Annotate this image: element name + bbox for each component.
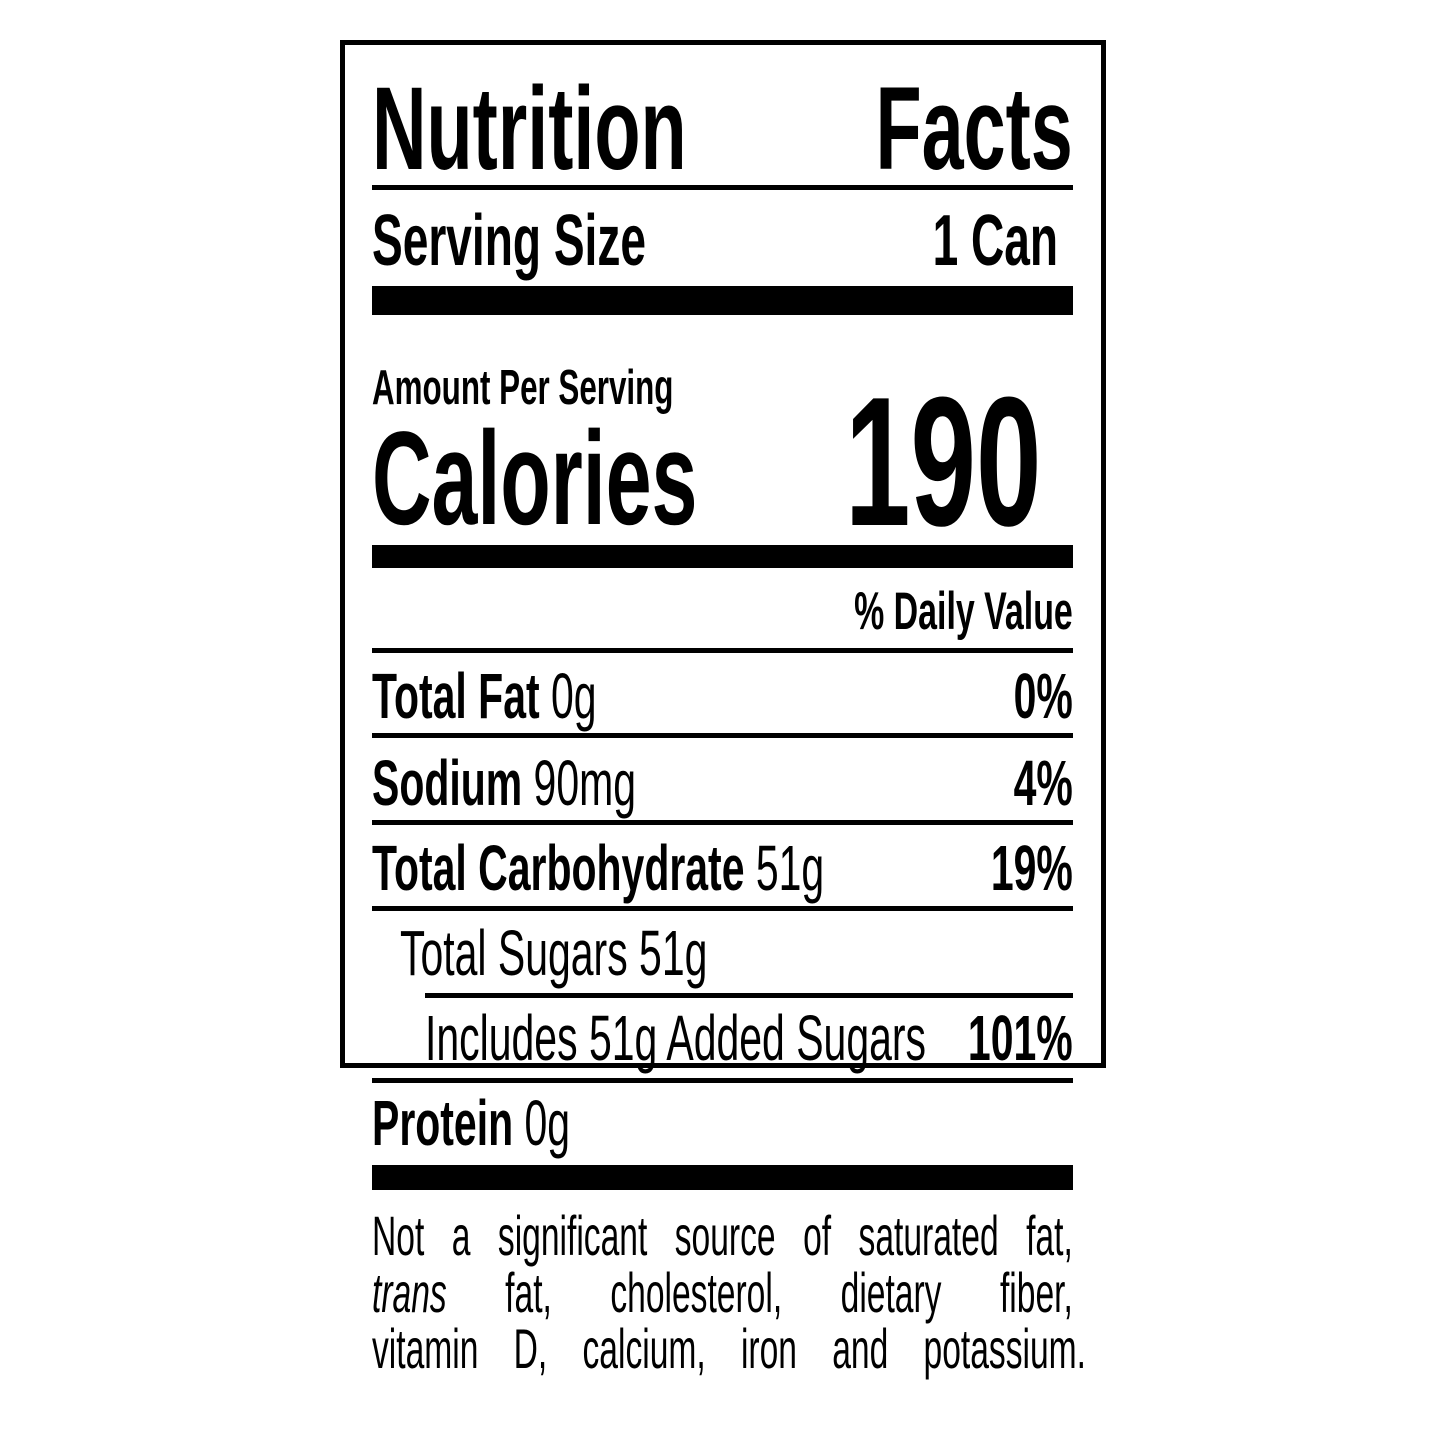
divider bbox=[372, 648, 1073, 653]
nutrient-row-sodium: Sodium 90mg 4% bbox=[372, 751, 1073, 815]
footnote-italic-trans: trans bbox=[372, 1261, 447, 1324]
nutrient-dv: 19% bbox=[990, 832, 1073, 904]
nutrient-amount: 90mg bbox=[533, 747, 637, 819]
nutrient-amount: 0g bbox=[524, 1087, 571, 1159]
footnote-text: fat, cholesterol, dietary fiber, bbox=[446, 1261, 1073, 1324]
nutrient-name: Total Fat bbox=[372, 660, 540, 732]
footnote-text: vitamin D, calcium, iron and potassium. bbox=[372, 1317, 1086, 1380]
thick-divider bbox=[372, 1165, 1073, 1190]
divider bbox=[425, 993, 1073, 998]
divider bbox=[372, 185, 1073, 190]
nutrient-dv: 101% bbox=[967, 1002, 1073, 1074]
medium-divider bbox=[372, 545, 1073, 568]
divider bbox=[372, 820, 1073, 825]
serving-size-value: 1 Can bbox=[932, 201, 1059, 281]
daily-value-header-row: % Daily Value bbox=[372, 585, 1073, 638]
amount-per-serving-text: Amount Per Serving bbox=[372, 361, 674, 415]
footnote-line-3: vitamin D, calcium, iron and potassium. bbox=[372, 1321, 1086, 1377]
serving-size-row: Serving Size 1 Can bbox=[372, 205, 1058, 277]
nutrient-row-total-sugars: Total Sugars 51g bbox=[400, 921, 1073, 985]
calories-value: 190 bbox=[845, 358, 1042, 564]
serving-size-label: Serving Size bbox=[372, 201, 647, 281]
nutrient-row-total-carbohydrate: Total Carbohydrate 51g 19% bbox=[372, 836, 1073, 900]
nutrient-name: Includes 51g Added Sugars bbox=[425, 1002, 926, 1074]
nutrient-row-added-sugars: Includes 51g Added Sugars 101% bbox=[425, 1006, 1073, 1070]
footnote-line-2: trans fat, cholesterol, dietary fiber, bbox=[372, 1265, 1073, 1321]
amount-per-serving: Amount Per Serving bbox=[372, 364, 1012, 413]
calories-value-row: 190 bbox=[845, 369, 1075, 553]
nutrient-row-protein: Protein 0g bbox=[372, 1091, 1073, 1155]
nutrient-dv: 0% bbox=[1013, 660, 1073, 732]
calories-label-row: Calories bbox=[372, 413, 930, 546]
thick-divider bbox=[372, 286, 1073, 315]
divider bbox=[372, 1078, 1073, 1083]
divider bbox=[372, 906, 1073, 911]
divider bbox=[372, 733, 1073, 738]
nutrient-amount: 51g bbox=[755, 832, 825, 904]
title-word-nutrition: Nutrition bbox=[372, 63, 687, 195]
nutrient-dv: 4% bbox=[1013, 747, 1073, 819]
label-title: Nutrition Facts bbox=[372, 70, 1073, 188]
footnote-text: Not a significant source of saturated fa… bbox=[372, 1204, 1073, 1267]
nutrient-amount: 0g bbox=[551, 660, 597, 732]
nutrient-name: Total Carbohydrate bbox=[372, 832, 745, 904]
footnote-line-1: Not a significant source of saturated fa… bbox=[372, 1208, 1073, 1264]
nutrient-name: Protein bbox=[372, 1087, 514, 1159]
title-word-facts: Facts bbox=[875, 63, 1073, 195]
label-border bbox=[340, 40, 1106, 1068]
nutrient-name: Sodium bbox=[372, 747, 523, 819]
daily-value-header: % Daily Value bbox=[854, 582, 1073, 641]
calories-label: Calories bbox=[372, 405, 698, 553]
nutrient-row-total-fat: Total Fat 0g 0% bbox=[372, 664, 1073, 728]
nutrient-name: Total Sugars 51g bbox=[400, 917, 708, 989]
